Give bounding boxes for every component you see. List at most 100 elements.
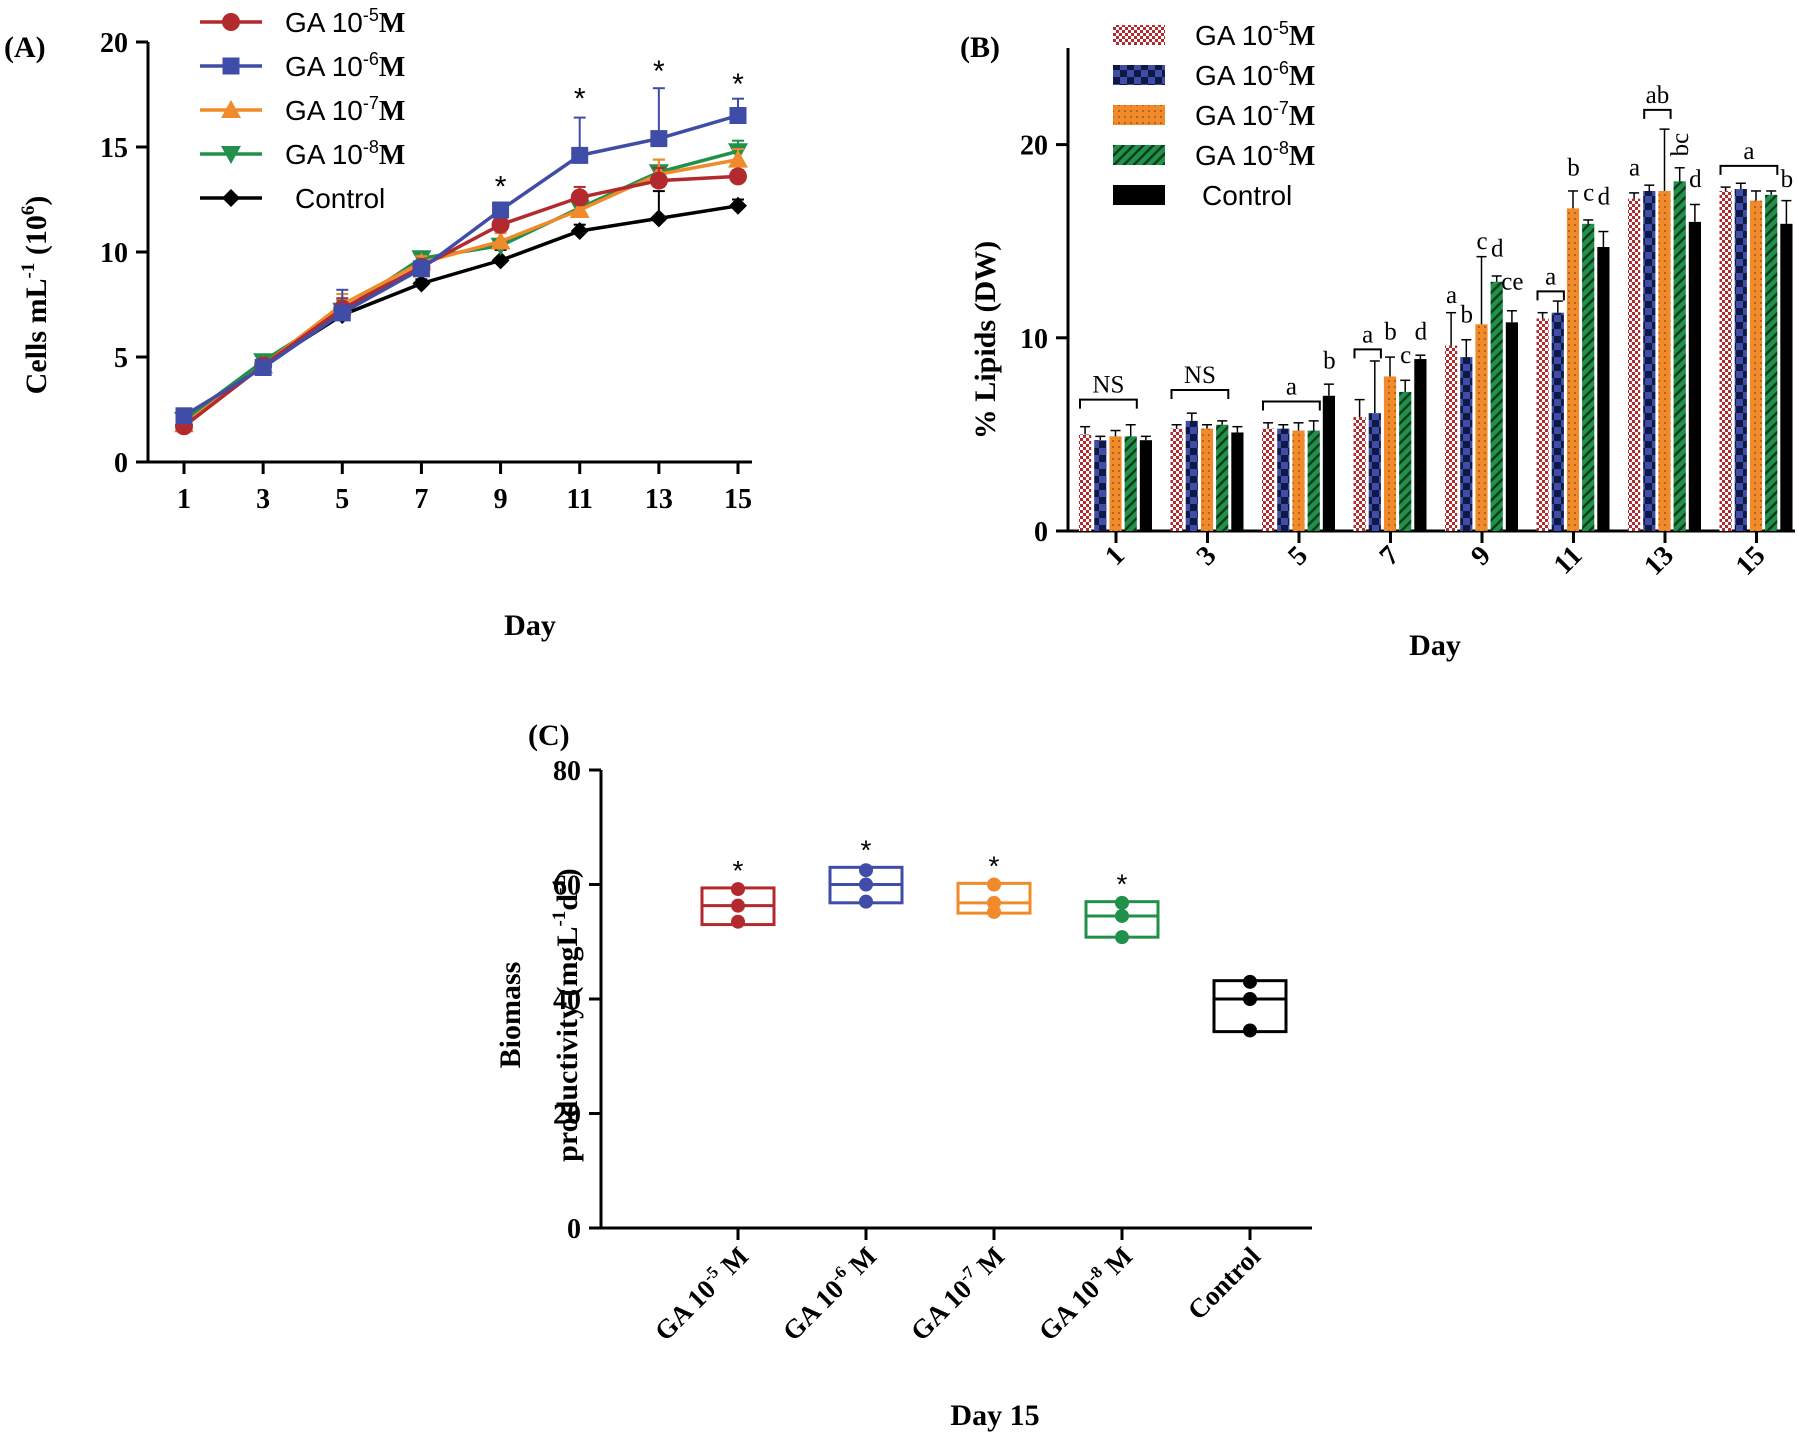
panel-b-significance-letter: bc xyxy=(1667,133,1694,157)
panel-a-x-tick-label: 9 xyxy=(494,484,508,515)
panel-b-legend-item-ga5: GA 10-5M xyxy=(1113,18,1315,52)
panel-a-series-control xyxy=(175,190,747,434)
panel-c-y-tick-label: 80 xyxy=(553,756,581,787)
panel-b-group-bracket xyxy=(1643,108,1672,119)
panel-b-legend-label-unit: M xyxy=(1289,61,1315,92)
panel-a-significance-star: * xyxy=(653,55,665,88)
panel-a-y-tick-label: 0 xyxy=(114,448,128,479)
panel-b-bar xyxy=(1216,424,1229,531)
panel-a-series-ga6 xyxy=(175,87,747,425)
panel-a-legend-item-ga5: GA 10-5M xyxy=(200,5,405,39)
panel-c-x-axis-title: Day 15 xyxy=(950,1399,1039,1432)
panel-b-bar xyxy=(1292,430,1305,531)
panel-b-bar xyxy=(1353,417,1366,531)
panel-b-series-ga7 xyxy=(1109,128,1763,532)
panel-a-x-tick-label: 3 xyxy=(256,484,270,515)
panel-b-legend-label: GA 10-5M xyxy=(1195,18,1315,52)
panel-b-significance-letter: a xyxy=(1743,138,1754,165)
panel-b-x-tick-label: 15 xyxy=(1730,540,1772,582)
panel-a-legend-label: Control xyxy=(295,183,385,214)
panel-b-x-tick-label: 13 xyxy=(1638,540,1680,582)
panel-a-y-axis-title-end: ) xyxy=(20,196,53,206)
panel-a-legend-label-exp: -5 xyxy=(363,5,379,25)
panel-b-legend: GA 10-5M GA 10-6M GA 10-7M GA 10 -8 M Control xyxy=(1113,18,1315,211)
panel-b-significance-letter: a xyxy=(1545,263,1556,290)
panel-c-data-point xyxy=(1243,992,1257,1006)
panel-b-bar xyxy=(1399,391,1412,531)
panel-c-x-tick-label: Control xyxy=(1182,1241,1267,1326)
panel-b-bar xyxy=(1643,190,1656,531)
panel-c-data-point xyxy=(987,877,1001,892)
panel-b-bar xyxy=(1688,221,1701,531)
panel-a-legend-label-text: GA 10 xyxy=(285,51,363,82)
panel-a-line-ga5 xyxy=(182,174,739,428)
panel-b-bar xyxy=(1079,434,1092,531)
panel-c-data-point xyxy=(731,898,745,913)
panel-b-legend-label-text: Control xyxy=(1202,180,1292,211)
panel-b-bar xyxy=(1780,223,1793,531)
panel-c-y-tick-label: 60 xyxy=(553,871,581,902)
panel-a-legend-item-ga8: GA 10-8M xyxy=(200,137,405,171)
panel-b-legend-label-exp: -8 xyxy=(1273,138,1289,158)
panel-b-legend-item-control: Control xyxy=(1113,180,1292,211)
panel-a-legend-label-text: Control xyxy=(295,183,385,214)
panel-b-significance-letter: c xyxy=(1476,228,1487,255)
panel-b-series-ga5 xyxy=(1079,186,1732,532)
panel-b-y-tick-label: 0 xyxy=(1034,517,1048,548)
panel-a-legend-label: GA 10-8M xyxy=(285,137,405,171)
panel-c-y-axis-title-line1: Biomass xyxy=(494,962,527,1069)
panel-b-significance-letter: a xyxy=(1446,282,1457,309)
panel-a-y-axis-title: Cells mL-1 (106) xyxy=(18,196,53,395)
panel-b-significance-letter: NS xyxy=(1092,372,1124,399)
panel-b-legend-item-ga7: GA 10-7M xyxy=(1113,98,1315,132)
panel-a-point xyxy=(175,407,193,425)
panel-b-bar xyxy=(1307,430,1320,531)
panel-a-x-tick-label: 1 xyxy=(177,484,191,515)
panel-b-bar xyxy=(1170,428,1183,531)
panel-a-legend-marker xyxy=(221,146,241,164)
panel-a-y-tick-label: 15 xyxy=(100,133,128,164)
panel-a-legend-marker xyxy=(221,100,241,118)
panel-a-x-tick-label: 7 xyxy=(414,484,428,515)
panel-a-y-tick-label: 20 xyxy=(100,28,128,59)
panel-b-bar xyxy=(1719,190,1732,531)
panel-c-box-ga5: * xyxy=(700,855,776,929)
panel-a-legend-label-exp: -6 xyxy=(363,49,379,69)
panel-c-y-tick-label: 20 xyxy=(553,1100,581,1131)
panel-b-series-control xyxy=(1139,199,1793,531)
panel-a-point xyxy=(412,274,431,293)
panel-b-group-bracket xyxy=(1719,164,1779,175)
panel-a-legend-label: GA 10-5M xyxy=(285,5,405,39)
panel-b-bar xyxy=(1490,281,1503,531)
panel-b-significance-letter: b xyxy=(1461,301,1474,328)
panel-a-point xyxy=(333,304,351,322)
panel-b-y-axis-title: % Lipids (DW) xyxy=(969,241,1002,439)
panel-a-point xyxy=(569,200,590,218)
panel-b-legend-item-ga6: GA 10-6M xyxy=(1113,58,1315,92)
panel-b-bar xyxy=(1414,359,1427,531)
panel-b-bar xyxy=(1383,376,1397,531)
panel-c-box-ga8: * xyxy=(1084,869,1160,945)
panel-a-legend-item-ga7: GA 10-7M xyxy=(200,93,405,127)
panel-b-x-tick-label: 5 xyxy=(1282,540,1314,572)
panel-b-legend-label-unit: M xyxy=(1289,21,1315,52)
panel-c-x-tick-label: GA 10-6 M xyxy=(775,1240,882,1347)
panel-a-y-axis-title-main: Cells mL xyxy=(20,279,53,395)
panel-b-legend-swatch xyxy=(1113,105,1165,125)
panel-a-line-ga7 xyxy=(182,157,739,426)
panel-a-significance-star: * xyxy=(732,68,744,101)
panel-b-bar xyxy=(1109,436,1122,531)
panel-b-x-tick-label: 11 xyxy=(1548,540,1589,581)
panel-a-point xyxy=(491,215,510,234)
panel-a-x-tick-label: 5 xyxy=(335,484,349,515)
panel-b-legend-label: Control xyxy=(1202,180,1292,211)
panel-b-significance-letter: b xyxy=(1384,319,1397,346)
panel-b-bar xyxy=(1658,190,1671,531)
panel-c-data-point xyxy=(1243,1023,1257,1038)
panel-c-y-axis-title-end: ) xyxy=(551,868,584,878)
panel-a-significance-star: * xyxy=(495,171,507,204)
panel-a-point xyxy=(490,231,511,250)
panel-a-point xyxy=(728,149,748,168)
panel-b-legend-label-text: GA 10 xyxy=(1195,20,1273,51)
